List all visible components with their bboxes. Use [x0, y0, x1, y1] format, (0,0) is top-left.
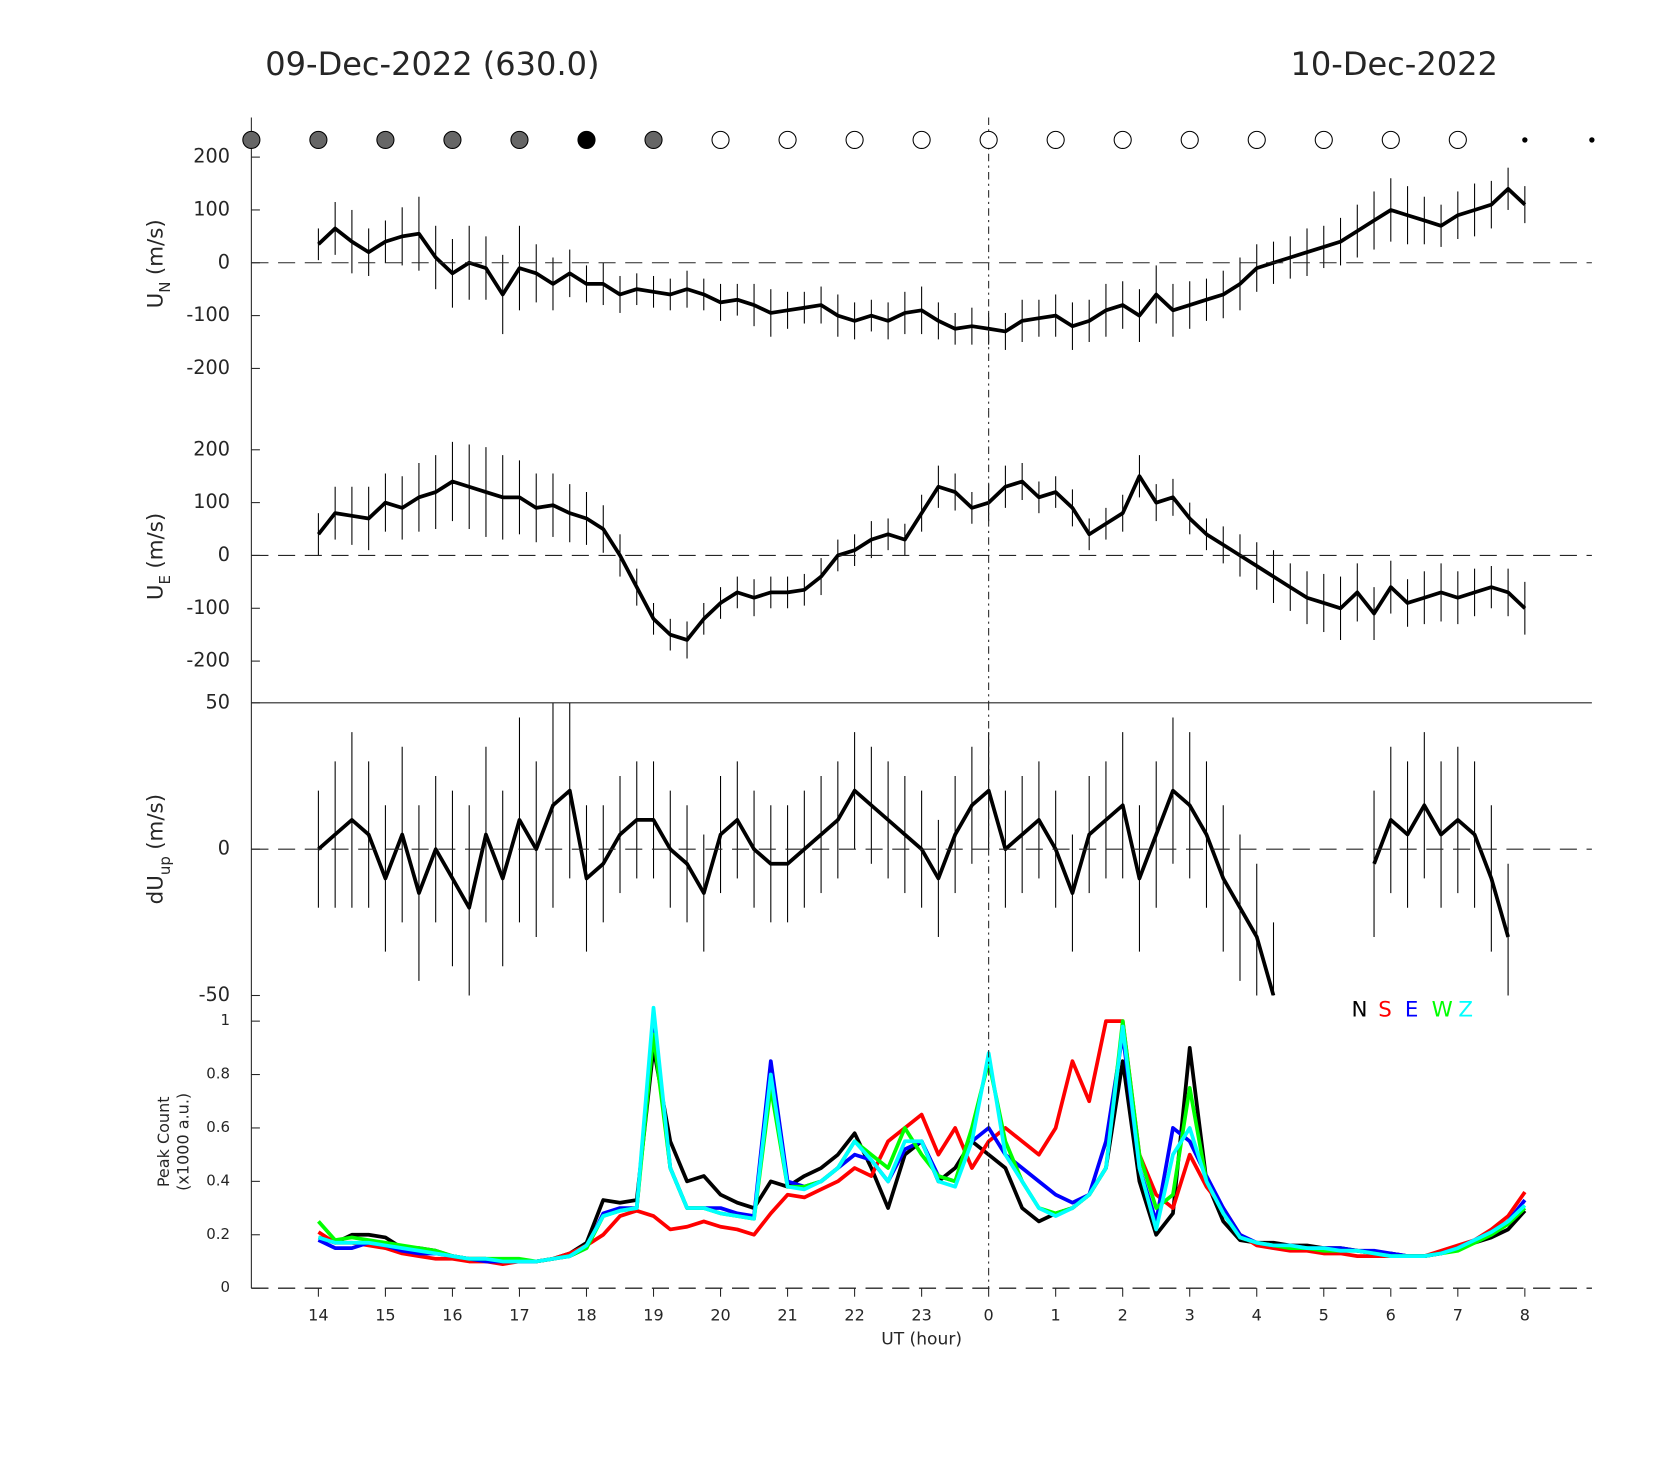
status-marker	[711, 130, 730, 150]
label-subscript: up	[156, 856, 174, 875]
data-line	[316, 474, 1527, 642]
status-marker	[1381, 130, 1400, 150]
y-tick-label: 0	[220, 1278, 230, 1296]
status-marker	[577, 130, 596, 150]
y-tick-label: 1	[220, 1011, 230, 1029]
plot-area	[316, 441, 1527, 659]
data-line	[317, 1005, 1527, 1264]
y-tick-label: 0	[218, 837, 230, 860]
y-tick-label: 0.4	[206, 1171, 230, 1189]
x-tick-label: 21	[777, 1305, 797, 1324]
label-unit: (m/s)	[144, 219, 169, 275]
status-marker	[242, 130, 261, 150]
status-marker	[1113, 130, 1132, 150]
status-marker	[1522, 137, 1528, 143]
plot-area	[317, 702, 1510, 996]
y-tick-label: -200	[186, 356, 230, 379]
x-tick-label: 1	[1051, 1305, 1061, 1324]
y-tick-label: 50	[206, 690, 230, 713]
y-tick-label: 0	[218, 543, 230, 566]
left-title: 09-Dec-2022 (630.0)	[265, 45, 599, 83]
x-tick-label: 17	[509, 1305, 529, 1324]
status-marker	[1247, 130, 1266, 150]
label-subscript: E	[156, 575, 174, 584]
right-title: 10-Dec-2022	[1291, 45, 1498, 83]
data-line	[317, 788, 1510, 996]
label-main: dU	[144, 875, 169, 904]
legend-entry: S	[1378, 997, 1392, 1022]
y-tick-label: 0	[218, 250, 230, 273]
plot-area	[317, 167, 1527, 350]
legend-entry: W	[1432, 997, 1453, 1022]
status-marker	[1314, 130, 1333, 150]
label-subscript: N	[156, 282, 174, 293]
x-tick-label: 23	[911, 1305, 931, 1324]
status-marker	[1448, 130, 1467, 150]
y-axis-label: (x1000 a.u.)	[173, 1093, 192, 1191]
x-axis-label: UT (hour)	[881, 1329, 962, 1349]
label-unit: (m/s)	[144, 794, 169, 850]
status-marker	[443, 130, 462, 150]
x-tick-label: 6	[1386, 1305, 1396, 1324]
x-tick-label: 2	[1118, 1305, 1128, 1324]
y-axis-label: dUup (m/s)	[144, 794, 174, 904]
legend-entry: N	[1352, 997, 1368, 1022]
x-tick-label: 5	[1319, 1305, 1329, 1324]
status-marker	[912, 130, 931, 150]
x-tick-label: 7	[1453, 1305, 1463, 1324]
y-tick-label: 200	[193, 145, 230, 168]
x-tick-label: 3	[1185, 1305, 1195, 1324]
x-tick-label: 4	[1252, 1305, 1262, 1324]
plot-area	[317, 1005, 1527, 1267]
x-tick-label: 20	[710, 1305, 730, 1324]
x-tick-label: 16	[442, 1305, 462, 1324]
y-tick-label: -100	[186, 303, 230, 326]
status-marker	[309, 130, 328, 150]
x-tick-label: 8	[1520, 1305, 1530, 1324]
x-tick-label: 18	[576, 1305, 596, 1324]
x-tick-label: 19	[643, 1305, 663, 1324]
x-tick-label: 0	[984, 1305, 994, 1324]
status-marker	[644, 130, 663, 150]
x-tick-label: 15	[375, 1305, 395, 1324]
y-tick-label: 0.6	[206, 1118, 230, 1136]
y-tick-label: -100	[186, 596, 230, 619]
y-tick-label: 200	[193, 437, 230, 460]
y-tick-label: 100	[193, 197, 230, 220]
status-marker	[845, 130, 864, 150]
label-main: U	[144, 293, 169, 309]
status-marker	[1180, 130, 1199, 150]
legend-entry: Z	[1458, 997, 1473, 1022]
legend-entry: E	[1405, 997, 1419, 1022]
status-marker	[1589, 137, 1595, 143]
y-axis-label: UE (m/s)	[144, 513, 174, 600]
label-main: U	[144, 585, 169, 601]
status-marker	[376, 130, 395, 150]
status-marker	[510, 130, 529, 150]
y-axis-label: Peak Count	[154, 1096, 173, 1187]
y-axis-label: UN (m/s)	[144, 219, 174, 308]
status-marker	[979, 130, 998, 150]
status-marker	[778, 130, 797, 150]
y-tick-label: 0.2	[206, 1225, 230, 1243]
y-tick-label: 0.8	[206, 1065, 230, 1083]
status-marker	[1046, 130, 1065, 150]
y-tick-label: -50	[199, 983, 230, 1006]
y-tick-label: 100	[193, 490, 230, 513]
data-line	[317, 186, 1527, 334]
x-tick-label: 22	[844, 1305, 864, 1324]
y-tick-label: -200	[186, 649, 230, 672]
x-tick-label: 14	[308, 1305, 328, 1324]
label-unit: (m/s)	[144, 513, 169, 569]
data-line	[317, 1019, 1527, 1264]
